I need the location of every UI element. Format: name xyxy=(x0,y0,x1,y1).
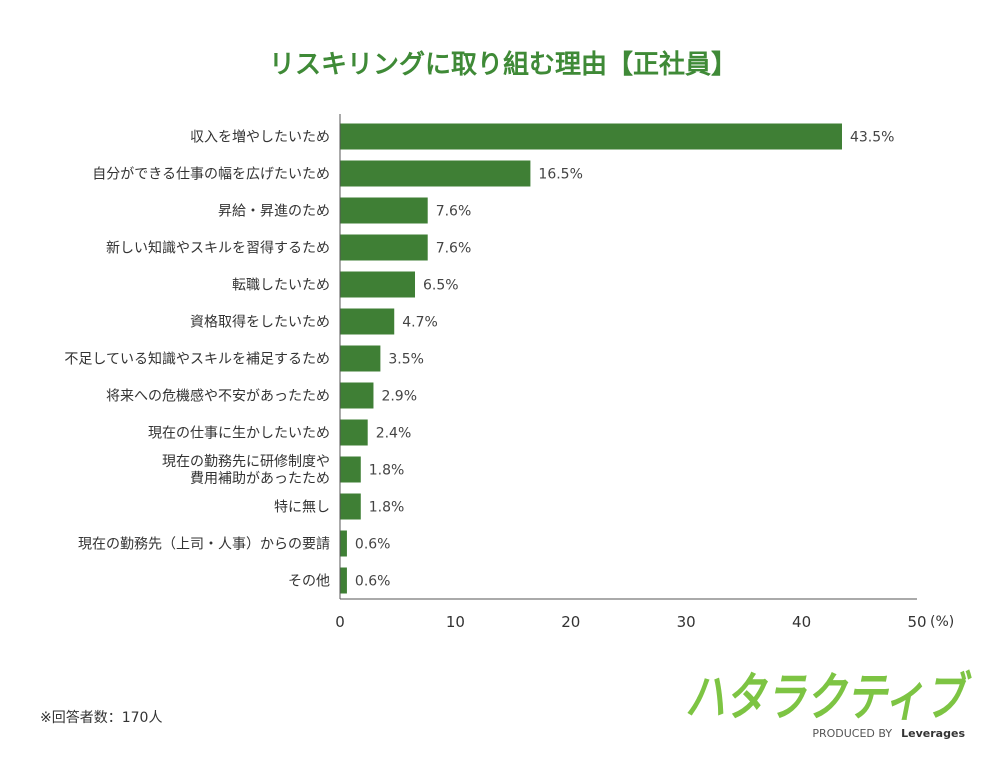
value-label-1: 16.5% xyxy=(538,167,582,183)
value-label-0: 43.5% xyxy=(850,130,894,146)
category-label-line: 将来への危機感や不安があったため xyxy=(106,388,330,405)
bar-8 xyxy=(340,419,368,446)
x-tick-5: 50 xyxy=(907,613,926,631)
x-tick-labels: 0 10 20 30 40 50 xyxy=(335,613,926,631)
logo-sub-brand: Leverages xyxy=(901,727,965,740)
category-label-2: 昇給・昇進のため xyxy=(218,204,330,220)
category-label-12: その他 xyxy=(288,574,330,590)
bar-11 xyxy=(340,530,347,557)
bar-0 xyxy=(340,123,842,150)
category-label-line: 収入を増やしたいため xyxy=(190,130,330,146)
bar-10 xyxy=(340,493,361,520)
bar-1 xyxy=(340,160,531,187)
value-label-12: 0.6% xyxy=(355,574,391,590)
category-label-line: 特に無し xyxy=(274,500,330,516)
category-label-9: 現在の勤務先に研修制度や費用補助があったため xyxy=(162,454,330,487)
category-label-5: 資格取得をしたいため xyxy=(190,314,330,331)
category-label-line: 自分ができる仕事の幅を広げたいため xyxy=(92,167,330,183)
x-tick-0: 0 xyxy=(335,613,345,631)
bar-3 xyxy=(340,234,428,261)
value-label-9: 1.8% xyxy=(369,463,405,479)
value-label-10: 1.8% xyxy=(369,500,405,516)
category-label-1: 自分ができる仕事の幅を広げたいため xyxy=(92,167,330,183)
value-label-7: 2.9% xyxy=(381,389,417,405)
bars-group xyxy=(340,123,842,594)
x-tick-4: 40 xyxy=(792,613,811,631)
category-label-line: 不足している知識やスキルを補足するため xyxy=(64,351,330,368)
x-tick-1: 10 xyxy=(446,613,465,631)
bar-5 xyxy=(340,308,395,335)
category-label-line: 新しい知識やスキルを習得するため xyxy=(106,240,330,257)
category-label-line: 現在の勤務先（上司・人事）からの要請 xyxy=(78,537,330,553)
value-label-8: 2.4% xyxy=(376,426,412,442)
value-label-6: 3.5% xyxy=(388,352,424,368)
value-label-5: 4.7% xyxy=(402,315,438,331)
value-label-4: 6.5% xyxy=(423,278,459,294)
logo-sub-prefix: PRODUCED BY xyxy=(812,727,892,740)
category-label-line: 転職したいため xyxy=(232,278,330,294)
respondent-count-footnote: ※回答者数：170人 xyxy=(40,709,162,726)
x-axis-unit: (%) xyxy=(930,614,954,630)
bar-4 xyxy=(340,271,416,298)
category-label-line: その他 xyxy=(288,574,330,590)
bar-6 xyxy=(340,345,381,372)
category-label-6: 不足している知識やスキルを補足するため xyxy=(64,351,330,368)
chart-title: リスキリングに取り組む理由【正社員】 xyxy=(269,49,737,80)
hataractive-logo: ハタラクティブ PRODUCED BY Leverages xyxy=(685,668,972,741)
category-label-line: 費用補助があったため xyxy=(190,471,330,487)
category-label-7: 将来への危機感や不安があったため xyxy=(106,388,330,405)
logo-wordmark: ハタラクティブ xyxy=(685,668,972,728)
logo-produced-by: PRODUCED BY Leverages xyxy=(812,722,965,741)
x-tick-2: 20 xyxy=(561,613,580,631)
category-label-10: 特に無し xyxy=(274,500,330,516)
bar-7 xyxy=(340,382,374,409)
axes xyxy=(339,114,917,600)
category-label-line: 昇給・昇進のため xyxy=(218,204,330,220)
category-label-8: 現在の仕事に生かしたいため xyxy=(148,426,330,442)
value-label-11: 0.6% xyxy=(355,537,391,553)
value-labels: 43.5% 16.5% 7.6% 7.6% 6.5% 4.7% 3.5% 2.9% 2.4% 1.… xyxy=(355,130,895,590)
bar-2 xyxy=(340,197,428,224)
x-tick-3: 30 xyxy=(677,613,696,631)
category-labels: 収入を増やしたいため自分ができる仕事の幅を広げたいため昇給・昇進のため新しい知識… xyxy=(64,130,330,590)
value-label-2: 7.6% xyxy=(436,204,472,220)
value-label-3: 7.6% xyxy=(436,241,472,257)
category-label-line: 現在の仕事に生かしたいため xyxy=(148,426,330,442)
category-label-line: 資格取得をしたいため xyxy=(190,314,330,331)
category-label-4: 転職したいため xyxy=(232,278,330,294)
bar-9 xyxy=(340,456,361,483)
category-label-0: 収入を増やしたいため xyxy=(190,130,330,146)
category-label-3: 新しい知識やスキルを習得するため xyxy=(106,240,330,257)
category-label-line: 現在の勤務先に研修制度や xyxy=(162,454,330,470)
category-label-11: 現在の勤務先（上司・人事）からの要請 xyxy=(78,537,330,553)
bar-12 xyxy=(340,567,347,594)
